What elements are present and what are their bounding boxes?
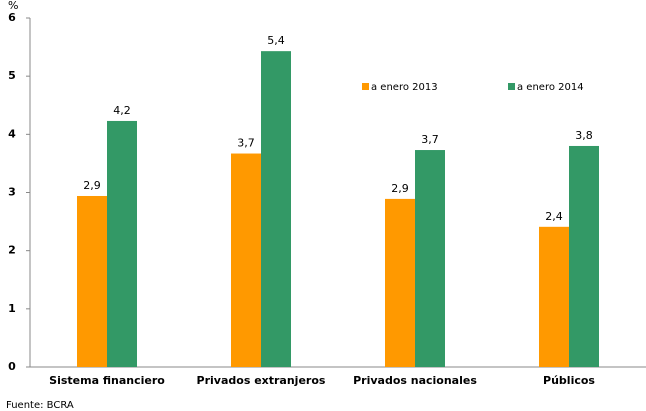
value-label: 4,2 bbox=[113, 104, 131, 117]
value-label: 3,7 bbox=[237, 137, 255, 150]
x-tick-label: Privados nacionales bbox=[353, 374, 477, 387]
value-label: 2,4 bbox=[545, 210, 563, 223]
x-tick-label: Sistema financiero bbox=[49, 374, 165, 387]
bar bbox=[77, 195, 107, 367]
bar bbox=[107, 120, 137, 367]
y-tick-label: 6 bbox=[8, 11, 16, 24]
source: Fuente: BCRA bbox=[6, 400, 74, 411]
bar bbox=[385, 198, 415, 367]
y-tick-label: 2 bbox=[8, 244, 16, 257]
legend-label: a enero 2014 bbox=[517, 82, 584, 93]
x-tick-label: Públicos bbox=[543, 374, 595, 387]
value-label: 3,8 bbox=[575, 129, 593, 142]
y-axis-label: % bbox=[8, 0, 18, 12]
y-tick-label: 3 bbox=[8, 186, 16, 199]
value-label: 2,9 bbox=[83, 179, 101, 192]
legend-swatch bbox=[362, 83, 369, 90]
value-label: 5,4 bbox=[267, 34, 285, 47]
bar bbox=[569, 145, 599, 367]
legend-swatch bbox=[508, 83, 515, 90]
bar bbox=[539, 226, 569, 367]
y-tick-label: 0 bbox=[8, 360, 16, 373]
value-label: 2,9 bbox=[391, 182, 409, 195]
legend-label: a enero 2013 bbox=[371, 82, 438, 93]
x-tick-label: Privados extranjeros bbox=[197, 374, 326, 387]
bar bbox=[231, 153, 261, 367]
y-tick-label: 1 bbox=[8, 302, 16, 315]
bar bbox=[261, 51, 291, 367]
value-label: 3,7 bbox=[421, 133, 439, 146]
y-tick-label: 5 bbox=[8, 69, 16, 82]
bar bbox=[415, 150, 445, 367]
y-tick-label: 4 bbox=[8, 127, 16, 140]
